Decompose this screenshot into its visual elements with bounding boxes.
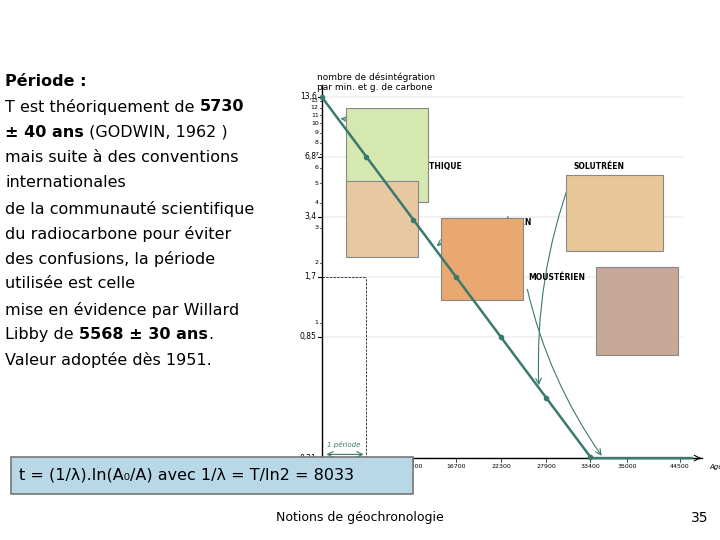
- Text: 1: 1: [315, 320, 319, 326]
- Text: ACTUEL: ACTUEL: [394, 119, 427, 129]
- Text: Notions de géochronologie: Notions de géochronologie: [276, 511, 444, 524]
- Text: Période :: Période :: [6, 74, 87, 89]
- Text: 9: 9: [315, 130, 319, 135]
- Text: 5730: 5730: [200, 99, 245, 114]
- Text: 7: 7: [315, 152, 319, 157]
- Text: par min. et g. de carbone: par min. et g. de carbone: [317, 83, 432, 92]
- Text: utilisée est celle: utilisée est celle: [6, 276, 135, 292]
- Text: SOLUTRÉEN: SOLUTRÉEN: [574, 163, 625, 172]
- Text: T est théoriquement de: T est théoriquement de: [6, 99, 200, 116]
- Text: t = (1/λ).ln(A₀/A) avec 1/λ = T/ln2 = 8033: t = (1/λ).ln(A₀/A) avec 1/λ = T/ln2 = 80…: [19, 468, 354, 483]
- FancyBboxPatch shape: [11, 457, 413, 494]
- Text: 1 période: 1 période: [328, 441, 361, 448]
- Text: ± 40 ans: ± 40 ans: [6, 125, 84, 140]
- Text: mise en évidence par Willard: mise en évidence par Willard: [6, 302, 240, 318]
- Text: 11: 11: [311, 113, 319, 118]
- Text: 5568 ± 30 ans: 5568 ± 30 ans: [79, 327, 208, 342]
- Text: 10: 10: [311, 121, 319, 126]
- Text: .: .: [208, 327, 213, 342]
- Text: 13: 13: [311, 98, 319, 103]
- Text: NÉOLITHIQUE: NÉOLITHIQUE: [404, 162, 462, 172]
- Text: 0,21: 0,21: [300, 454, 317, 463]
- Text: (GODWIN, 1962 ): (GODWIN, 1962 ): [84, 125, 228, 140]
- Text: 8: 8: [315, 140, 319, 145]
- Text: 2: 2: [315, 260, 319, 265]
- Text: 27900: 27900: [536, 464, 556, 469]
- Text: 3,4: 3,4: [305, 212, 317, 221]
- Text: 11400: 11400: [404, 464, 423, 469]
- FancyBboxPatch shape: [346, 108, 428, 202]
- Text: 5: 5: [315, 181, 319, 186]
- Text: 13,6: 13,6: [300, 92, 317, 102]
- Text: 35000: 35000: [618, 464, 637, 469]
- Text: Valeur adoptée dès 1951.: Valeur adoptée dès 1951.: [6, 352, 212, 368]
- Text: 1,7: 1,7: [305, 272, 317, 281]
- Text: MAGDALÉNIEN: MAGDALÉNIEN: [469, 218, 532, 227]
- Text: 35: 35: [691, 511, 708, 525]
- Text: Age BP: Age BP: [710, 464, 720, 470]
- Text: mais suite à des conventions: mais suite à des conventions: [6, 150, 239, 165]
- Text: nombre de désintégration: nombre de désintégration: [317, 72, 435, 82]
- Text: Libby de: Libby de: [6, 327, 79, 342]
- Text: 44500: 44500: [670, 464, 690, 469]
- Text: 6,8: 6,8: [305, 152, 317, 161]
- Text: 6: 6: [315, 165, 319, 170]
- Text: 33400: 33400: [580, 464, 600, 469]
- FancyBboxPatch shape: [566, 175, 663, 251]
- Text: 3.1 Datation radiocarbone – Principe: 3.1 Datation radiocarbone – Principe: [9, 17, 410, 36]
- Text: 0,85: 0,85: [300, 333, 317, 341]
- Text: des confusions, la période: des confusions, la période: [6, 251, 215, 267]
- Text: internationales: internationales: [6, 176, 126, 190]
- Text: 12: 12: [311, 105, 319, 110]
- Text: du radiocarbone pour éviter: du radiocarbone pour éviter: [6, 226, 232, 242]
- Text: de la communauté scientifique: de la communauté scientifique: [6, 200, 255, 217]
- Text: 22300: 22300: [491, 464, 511, 469]
- FancyBboxPatch shape: [595, 267, 678, 355]
- Text: 16700: 16700: [446, 464, 466, 469]
- FancyBboxPatch shape: [346, 181, 418, 257]
- Text: MOUSTÉRIEN: MOUSTÉRIEN: [528, 273, 585, 282]
- FancyBboxPatch shape: [441, 218, 523, 300]
- Text: 4: 4: [315, 200, 319, 205]
- Text: 5568: 5568: [359, 464, 374, 469]
- Text: 3: 3: [315, 225, 319, 230]
